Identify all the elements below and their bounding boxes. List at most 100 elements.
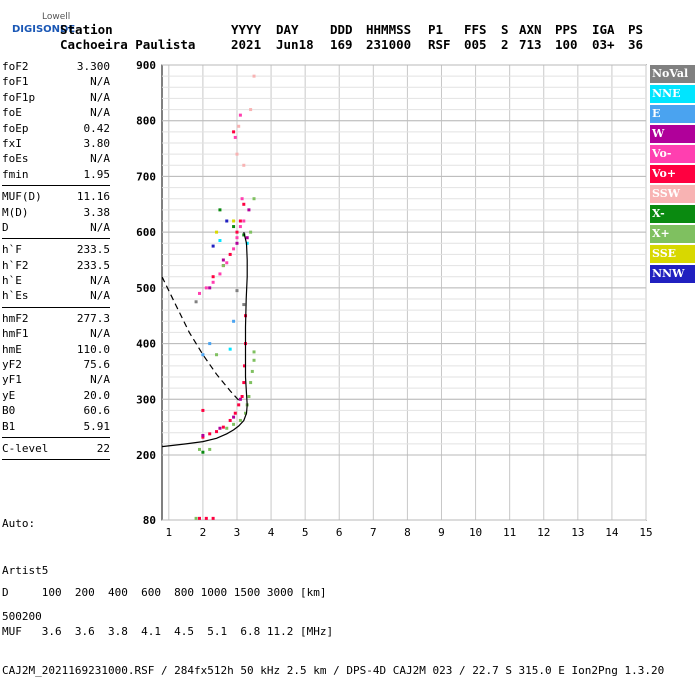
legend: NoVal NNE E W Vo- Vo+ SSW X- X+ SSE NNW [650,65,695,285]
param-name: foEp [2,121,29,135]
echo-point [249,108,253,112]
logo-line1: Lowell [42,12,71,22]
echo-point [242,163,246,167]
echo-point [232,247,236,251]
header-value: 005 [464,37,487,52]
header-label: HHMMSS [366,22,412,37]
param-row: hmF1 N/A [2,327,110,342]
echo-point [197,516,201,520]
param-value: 20.0 [83,388,111,402]
header-value: 2021 [231,37,262,52]
header-label: S [501,22,509,37]
legend-item: SSW [650,185,695,203]
echo-point [211,516,215,520]
echo-point [194,300,198,304]
legend-item: W [650,125,695,143]
param-value: 3.80 [83,136,111,150]
param-row: h`F2 233.5 [2,259,110,274]
echo-point [245,236,249,240]
x-tick-label: 1 [166,526,173,539]
echo-point [242,202,246,206]
echo-point [218,208,222,212]
param-value: 233.5 [76,243,110,257]
echo-point [221,264,225,268]
param-value: 75.6 [83,358,111,372]
header-labels-row: Station YYYY DAY DDD HHMMSS P1 FFS S AXN… [60,22,700,37]
param-row: foF1p N/A [2,91,110,106]
param-separator [2,459,110,461]
y-tick-label: 300 [136,393,156,406]
param-name: fxI [2,136,22,150]
echo-point [238,397,242,401]
footer: D 100 200 400 600 800 1000 1500 3000 [km… [2,560,664,690]
echo-point [252,358,256,362]
echo-point [215,430,219,434]
footer-file-info: CAJ2M_2021169231000.RSF / 284fx512h 50 k… [2,664,665,677]
echo-point [201,450,205,454]
param-row: MUF(D) 11.16 [2,190,110,205]
param-name: yF1 [2,373,22,387]
header-label: DAY [276,22,299,37]
param-row: foF1 N/A [2,75,110,90]
header-values-row: Cachoeira Paulista 2021 Jun18 169 231000… [60,37,700,52]
x-tick-label: 10 [469,526,482,539]
param-separator [2,185,110,187]
electron-density-profile [161,231,248,448]
header-label: AXN [519,22,542,37]
echo-point [242,233,246,237]
echo-point [208,447,212,451]
param-value: 3.38 [83,205,111,219]
ionogram-chart: 1 2 3 4 5 6 7 8 9 10 11 12 13 14 158020030040050060070… [136,59,653,539]
y-tick-label: 80 [143,514,156,527]
echo-point [221,258,225,262]
echo-point [242,381,246,385]
echo-point [247,208,251,212]
echo-point [225,219,229,223]
echo-point [218,272,222,276]
param-value: N/A [90,106,110,120]
header-table: Station YYYY DAY DDD HHMMSS P1 FFS S AXN… [60,22,700,52]
echo-point [197,291,201,295]
echo-point [237,403,241,407]
param-name: h`F [2,243,22,257]
logo-line2: DIGISONDE [12,24,76,35]
echo-point [235,152,239,156]
param-row: h`E N/A [2,274,110,289]
echo-point [238,113,242,117]
echo-point [228,252,232,256]
param-row: yE 20.0 [2,389,110,404]
param-row: fmin 1.95 [2,168,110,183]
param-value: 11.16 [76,190,110,204]
y-tick-label: 900 [136,59,156,72]
param-name: MUF(D) [2,190,42,204]
x-tick-label: 3 [234,526,241,539]
legend-item: Vo+ [650,165,695,183]
echo-point [233,411,237,415]
header-value: 231000 [366,37,412,52]
echo-point [250,369,254,373]
echo-point [228,347,232,351]
auto-label: Auto: [2,517,36,530]
echo-point [232,319,236,323]
header-value: 03+ [592,37,615,52]
param-row: B0 60.6 [2,404,110,419]
echo-point [232,415,236,419]
echo-point [221,425,225,429]
echo-point [247,395,251,398]
param-value: 5.91 [83,419,111,433]
param-name: h`Es [2,289,29,303]
echo-point [197,447,201,451]
y-tick-label: 700 [136,170,156,183]
header-label: PPS [555,22,578,37]
digisonde-logo: Lowell DIGISONDE [2,10,75,38]
x-tick-label: 15 [639,526,652,539]
header-value: 169 [330,37,353,52]
param-name: h`F2 [2,258,29,272]
x-tick-label: 8 [404,526,411,539]
param-separator [2,238,110,240]
footer-muf-row: MUF 3.6 3.6 3.8 4.1 4.5 5.1 6.8 11.2 [MH… [2,625,334,638]
param-row: hmF2 277.3 [2,312,110,327]
param-row: M(D) 3.38 [2,206,110,221]
echo-point [215,353,219,357]
x-tick-label: 14 [605,526,619,539]
